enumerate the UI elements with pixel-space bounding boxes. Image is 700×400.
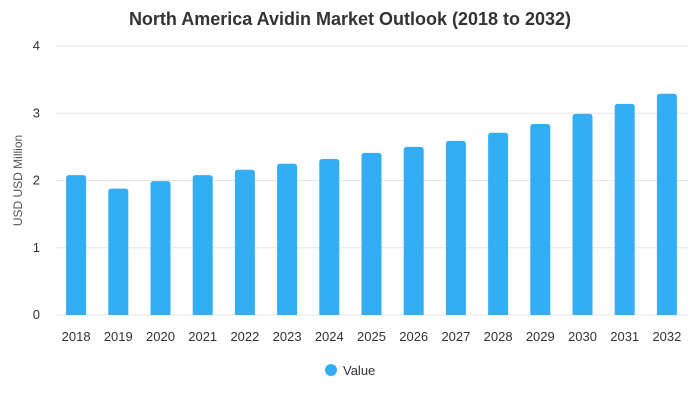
bar-2027[interactable]: [445, 140, 466, 315]
y-tick-label: 2: [33, 173, 40, 188]
x-tick-label: 2027: [441, 329, 470, 344]
x-axis-ticks: 2018 2019 2020 2021 2022 2023 2024 2025 2026 2027…: [62, 329, 682, 344]
bar-2029[interactable]: [530, 124, 551, 315]
x-tick-label: 2020: [146, 329, 175, 344]
x-tick-label: 2021: [188, 329, 217, 344]
bar-2030[interactable]: [572, 113, 593, 315]
x-tick-label: 2031: [610, 329, 639, 344]
bar-2022[interactable]: [234, 169, 255, 315]
y-tick-label: 3: [33, 105, 40, 120]
x-tick-label: 2022: [230, 329, 259, 344]
x-tick-label: 2029: [526, 329, 555, 344]
bar-2020[interactable]: [150, 181, 171, 315]
bar-2032[interactable]: [656, 93, 677, 315]
bar-2023[interactable]: [277, 163, 298, 315]
bars: [66, 93, 677, 316]
x-tick-label: 2026: [399, 329, 428, 344]
y-tick-label: 0: [33, 307, 40, 322]
x-tick-label: 2019: [104, 329, 133, 344]
x-tick-label: 2024: [315, 329, 344, 344]
chart-title: North America Avidin Market Outlook (201…: [129, 9, 571, 29]
x-tick-label: 2025: [357, 329, 386, 344]
legend[interactable]: Value: [325, 363, 375, 378]
bar-2025[interactable]: [361, 152, 382, 315]
bar-2018[interactable]: [66, 175, 87, 315]
y-axis-title: USD USD Million: [11, 135, 25, 226]
legend-label-value: Value: [343, 363, 375, 378]
bar-2021[interactable]: [192, 175, 213, 315]
y-axis-ticks: 0 1 2 3 4: [33, 38, 40, 322]
bar-2028[interactable]: [488, 132, 509, 315]
x-tick-label: 2028: [484, 329, 513, 344]
bar-2024[interactable]: [319, 158, 340, 315]
y-tick-label: 4: [33, 38, 40, 53]
x-tick-label: 2030: [568, 329, 597, 344]
bar-2019[interactable]: [108, 188, 129, 315]
legend-marker-value: [325, 364, 337, 376]
bar-2031[interactable]: [614, 103, 635, 316]
x-tick-label: 2032: [652, 329, 681, 344]
y-tick-label: 1: [33, 240, 40, 255]
x-tick-label: 2018: [62, 329, 91, 344]
bar-2026[interactable]: [403, 146, 424, 315]
x-tick-label: 2023: [273, 329, 302, 344]
